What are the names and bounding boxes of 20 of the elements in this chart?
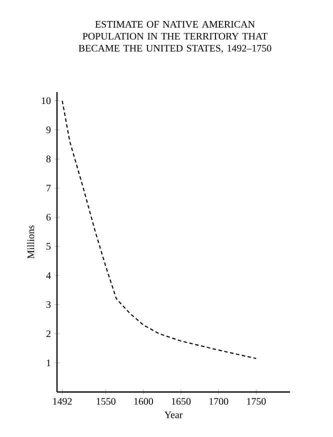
x-tick-label: 1700 xyxy=(210,398,228,405)
line-series xyxy=(62,100,257,360)
y-tick-label: 1 xyxy=(46,360,50,366)
x-tick-label: 1550 xyxy=(96,398,116,405)
chart-title: ESTIMATE OF NATIVE AMERICAN POPULATION IN THE TERRITORY THAT BECAME THE UNITED STATES, 1492–1750 xyxy=(78,20,272,54)
y-tick-label: 2 xyxy=(46,330,50,338)
y-tick-label: 6 xyxy=(46,214,51,221)
x-tick-label: 1600 xyxy=(134,398,154,405)
y-tick-label: 5 xyxy=(46,243,51,250)
y-tick-label: 4 xyxy=(46,272,51,279)
x-tick-label: 1750 xyxy=(247,398,266,405)
y-tick-label: 8 xyxy=(46,156,51,162)
x-axis-title: Year xyxy=(164,412,183,418)
y-axis-title: Millions xyxy=(27,225,34,259)
y-tick-label: 9 xyxy=(46,126,51,134)
x-tick-label: 1492 xyxy=(53,398,72,405)
y-tick-label: 10 xyxy=(42,97,51,104)
y-tick-label: 3 xyxy=(46,301,51,308)
x-tick-label: 1650 xyxy=(172,398,191,405)
y-tick-label: 7 xyxy=(46,184,51,192)
